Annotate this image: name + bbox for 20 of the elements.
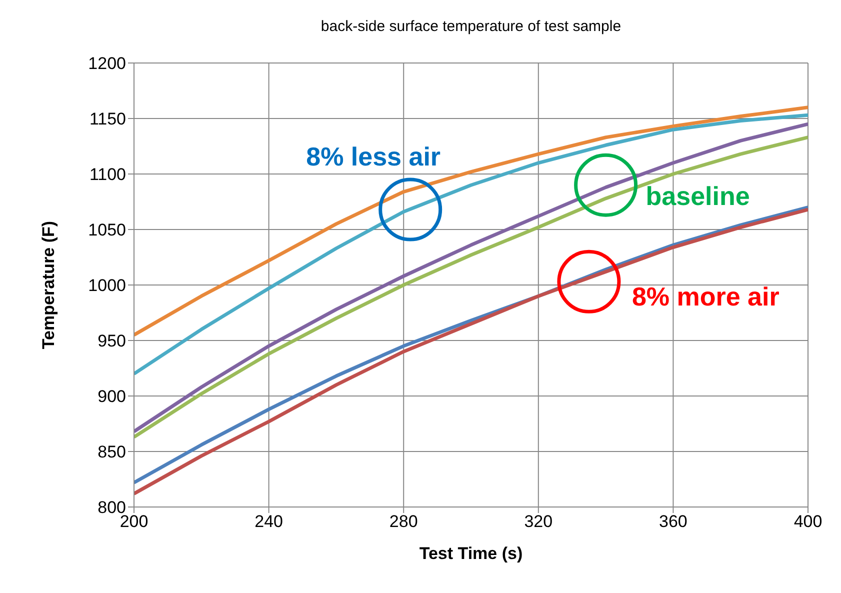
- x-tick-label: 320: [524, 512, 553, 532]
- y-axis-title: Temperature (F): [39, 220, 58, 350]
- annotation: 8% more air: [632, 282, 780, 312]
- y-tick-label: 1050: [88, 220, 126, 240]
- y-tick-label: 1150: [89, 110, 126, 129]
- y-tick-label: 1000: [88, 276, 126, 296]
- x-tick-label: 400: [794, 512, 822, 532]
- annotation: baseline: [646, 180, 750, 211]
- y-tick-label: 900: [98, 387, 126, 406]
- y-tick-label: 850: [98, 442, 126, 462]
- x-tick-label: 280: [389, 512, 418, 532]
- y-tick-label: 1200: [88, 54, 126, 74]
- annotation: 8% less air: [306, 141, 441, 172]
- y-tick-label: 950: [98, 332, 126, 351]
- chart-title: back-side surface temperature of test sample: [320, 18, 622, 35]
- y-tick-label: 1100: [89, 165, 126, 184]
- x-tick-label: 360: [659, 512, 688, 532]
- x-tick-label: 240: [254, 512, 283, 532]
- x-axis-title: Test Time (s): [419, 544, 523, 563]
- x-tick-label: 200: [120, 512, 148, 532]
